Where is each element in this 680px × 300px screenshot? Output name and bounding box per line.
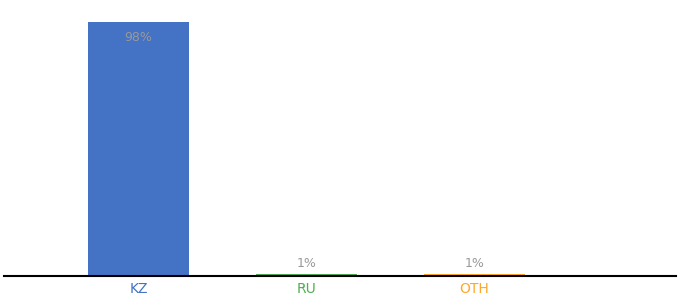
Bar <box>424 274 525 276</box>
Text: 1%: 1% <box>296 257 316 270</box>
Bar <box>88 22 189 276</box>
Text: 1%: 1% <box>464 257 484 270</box>
Text: 98%: 98% <box>124 32 152 44</box>
Bar <box>256 274 357 276</box>
